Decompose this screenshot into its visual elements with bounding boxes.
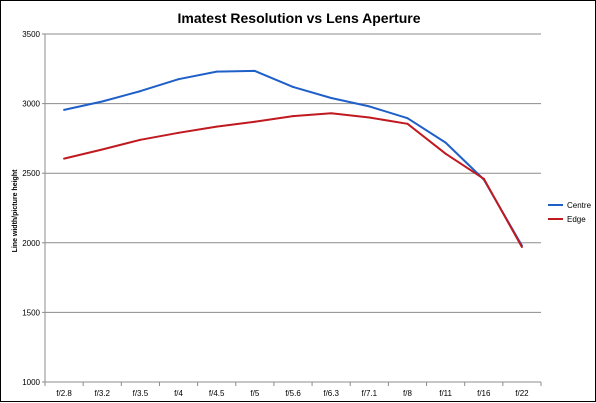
data-point-centre xyxy=(63,108,66,111)
series-line-edge xyxy=(63,112,523,248)
x-tick-label: f/7.1 xyxy=(362,389,378,398)
data-point-centre xyxy=(330,97,333,100)
x-tick-label: f/3.5 xyxy=(133,389,149,398)
y-tick-label: 2500 xyxy=(22,169,40,178)
data-point-edge xyxy=(63,157,66,160)
data-point-edge xyxy=(482,177,485,180)
data-point-edge xyxy=(330,112,333,115)
data-point-centre xyxy=(101,100,104,103)
data-point-centre xyxy=(215,70,218,73)
y-tick-label: 3500 xyxy=(22,30,40,39)
legend-label-centre: Centre xyxy=(567,201,592,210)
y-tick-label: 1500 xyxy=(22,308,40,317)
data-point-edge xyxy=(292,115,294,118)
axes xyxy=(42,33,542,386)
data-point-edge xyxy=(520,245,523,248)
x-tick-label: f/22 xyxy=(515,389,529,398)
y-tick-label: 3000 xyxy=(22,100,40,109)
data-point-edge xyxy=(406,122,409,125)
x-tick-label: f/3.2 xyxy=(94,389,110,398)
x-tick-label: f/5 xyxy=(250,389,259,398)
data-point-centre xyxy=(292,85,294,88)
x-tick-labels: f/2.8 f/3.2 f/3.5 f/4 f/4.5 f/5 f/5.6 f/6.3 f/7.… xyxy=(56,389,529,398)
x-tick-label: f/16 xyxy=(477,389,491,398)
grid-lines xyxy=(45,33,541,313)
chart-title: Imatest Resolution vs Lens Aperture xyxy=(178,10,421,26)
data-point-edge xyxy=(444,152,447,155)
data-point-centre xyxy=(368,105,371,108)
y-axis-label: Line width/picture height xyxy=(12,169,19,253)
x-tick-label: f/4 xyxy=(174,389,183,398)
x-tick-label: f/4.5 xyxy=(209,389,225,398)
data-point-edge xyxy=(101,148,104,151)
data-point-edge xyxy=(177,131,180,134)
data-point-edge xyxy=(253,120,256,123)
legend-label-edge: Edge xyxy=(567,215,586,224)
series-lines xyxy=(63,69,523,248)
data-point-edge xyxy=(368,116,371,119)
data-point-centre xyxy=(406,117,409,120)
data-point-edge xyxy=(139,138,142,141)
data-point-edge xyxy=(215,125,218,128)
data-point-centre xyxy=(139,90,142,93)
y-tick-label: 2000 xyxy=(22,239,40,248)
y-tick-labels: 1000 1500 2000 2500 3000 3500 xyxy=(22,30,40,387)
legend: Centre Edge xyxy=(548,201,592,224)
x-tick-label: f/8 xyxy=(403,389,412,398)
data-point-centre xyxy=(177,78,180,81)
x-tick-label: f/2.8 xyxy=(56,389,72,398)
x-tick-label: f/6.3 xyxy=(323,389,339,398)
data-point-centre xyxy=(444,141,447,144)
data-point-centre xyxy=(253,69,256,72)
y-tick-label: 1000 xyxy=(22,378,40,387)
x-tick-label: f/5.6 xyxy=(285,389,301,398)
x-tick-label: f/11 xyxy=(439,389,452,398)
